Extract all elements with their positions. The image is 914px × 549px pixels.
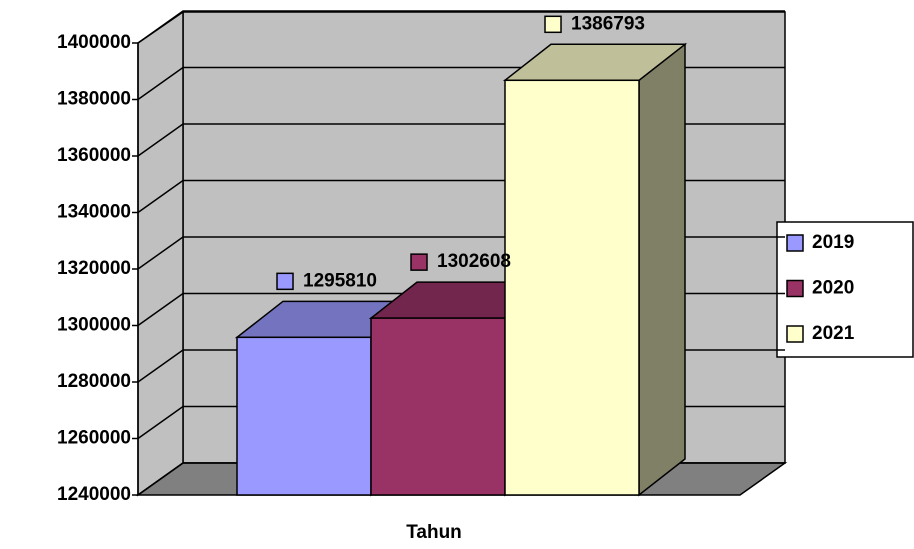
grid-line bbox=[137, 10, 785, 44]
legend-swatch bbox=[786, 325, 804, 343]
legend-label: 2019 bbox=[812, 232, 854, 253]
legend-label: 2021 bbox=[812, 323, 855, 344]
data-label: 1295810 bbox=[303, 270, 377, 291]
legend-label: 2020 bbox=[812, 278, 854, 299]
legend-swatch bbox=[786, 279, 804, 298]
legend-swatch bbox=[786, 234, 804, 252]
data-label-key bbox=[276, 272, 294, 291]
y-tick-label: 1360000 bbox=[57, 145, 131, 166]
y-tick-label: 1400000 bbox=[57, 32, 131, 53]
data-label-key bbox=[544, 15, 562, 34]
bar bbox=[504, 79, 640, 496]
bar-side bbox=[638, 42, 686, 497]
x-axis-label: Tahun bbox=[406, 522, 462, 543]
bar bbox=[236, 336, 372, 496]
y-tick-label: 1260000 bbox=[57, 428, 131, 449]
y-tick-label: 1240000 bbox=[57, 484, 131, 505]
y-tick-label: 1300000 bbox=[57, 315, 131, 336]
data-label-key bbox=[410, 253, 428, 271]
y-tick-label: 1380000 bbox=[57, 89, 131, 110]
data-label: 1302608 bbox=[437, 251, 511, 272]
y-tick-label: 1320000 bbox=[57, 258, 131, 279]
y-tick-label: 1340000 bbox=[57, 202, 131, 223]
data-label: 1386793 bbox=[571, 13, 645, 34]
bar bbox=[370, 317, 506, 496]
y-tick-label: 1280000 bbox=[57, 371, 131, 392]
